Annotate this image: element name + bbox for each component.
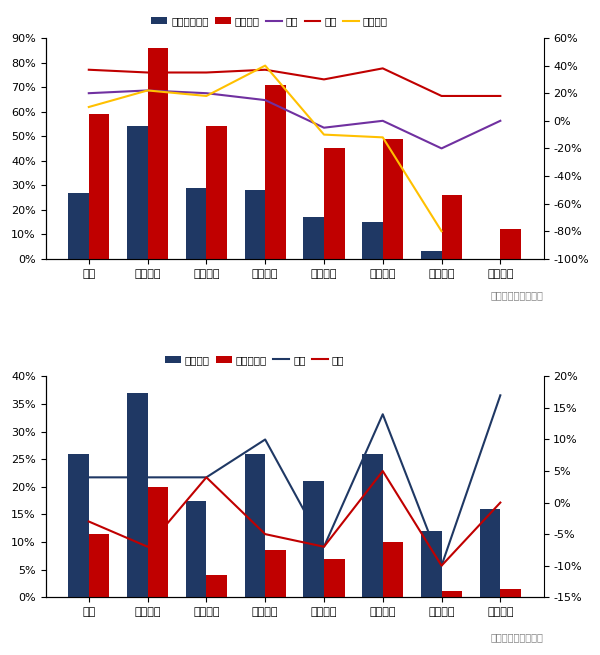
- Bar: [421, 531, 442, 597]
- Bar: [383, 542, 403, 597]
- Bar: [442, 591, 462, 597]
- Bar: [186, 187, 206, 259]
- Bar: [68, 454, 89, 597]
- Bar: [127, 393, 148, 597]
- Bar: [245, 454, 265, 597]
- Bar: [186, 500, 206, 597]
- Bar: [304, 481, 324, 597]
- Legend: 工地开复工率, 预计下周, 同比, 环比, 预计同比: 工地开复工率, 预计下周, 同比, 环比, 预计同比: [147, 12, 392, 31]
- Bar: [148, 48, 168, 259]
- Bar: [421, 252, 442, 259]
- Bar: [500, 589, 521, 597]
- Bar: [206, 575, 227, 597]
- Bar: [304, 217, 324, 259]
- Bar: [148, 487, 168, 597]
- Bar: [324, 559, 344, 597]
- Bar: [480, 509, 500, 597]
- Bar: [500, 229, 521, 259]
- Bar: [265, 550, 286, 597]
- Bar: [442, 195, 462, 259]
- Bar: [206, 126, 227, 259]
- Bar: [362, 222, 383, 259]
- Bar: [68, 193, 89, 259]
- Bar: [127, 126, 148, 259]
- Text: 数据来源：百年建筑: 数据来源：百年建筑: [491, 290, 544, 300]
- Bar: [245, 190, 265, 259]
- Text: 数据来源：百年建筑: 数据来源：百年建筑: [491, 633, 544, 643]
- Legend: 劳务到位, 劳务上岗率, 同比, 同比: 劳务到位, 劳务上岗率, 同比, 同比: [161, 350, 349, 369]
- Bar: [265, 84, 286, 259]
- Bar: [89, 534, 109, 597]
- Bar: [89, 114, 109, 259]
- Bar: [324, 149, 344, 259]
- Bar: [383, 139, 403, 259]
- Bar: [362, 454, 383, 597]
